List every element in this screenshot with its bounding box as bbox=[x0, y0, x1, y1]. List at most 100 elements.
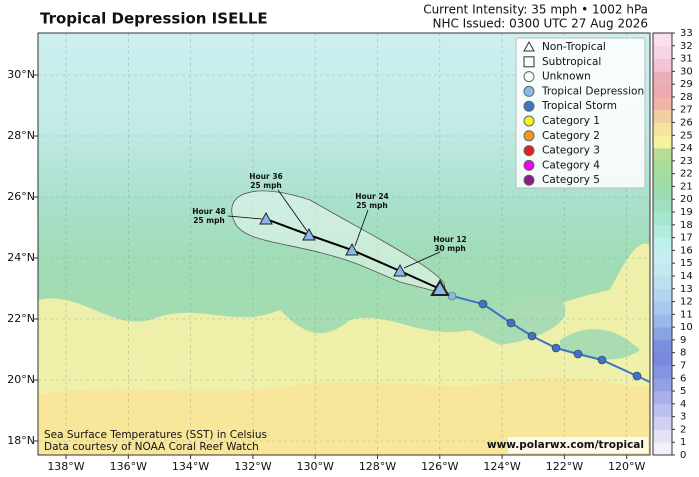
legend-icon bbox=[523, 56, 535, 68]
forecast-labels: Hour 12 30 mph Hour 24 25 mph Hour 36 25… bbox=[192, 172, 467, 253]
colorbar-swatch bbox=[653, 224, 672, 238]
legend-icon bbox=[523, 85, 535, 97]
colorbar-label: 20 bbox=[680, 194, 693, 205]
legend-label: Tropical Depression bbox=[541, 85, 644, 97]
legend-icon bbox=[523, 130, 535, 142]
forecast-wind: 25 mph bbox=[356, 201, 388, 210]
past-track bbox=[439, 288, 651, 383]
colorbar-swatch bbox=[653, 45, 672, 59]
colorbar-label: 33 bbox=[680, 28, 693, 39]
colorbar-label: 26 bbox=[680, 118, 693, 129]
colorbar-swatch bbox=[653, 275, 672, 290]
colorbar-label: 32 bbox=[680, 41, 693, 52]
colorbar-label: 15 bbox=[680, 258, 693, 269]
colorbar-swatch bbox=[653, 122, 672, 136]
colorbar-label: 3 bbox=[680, 412, 686, 423]
lat-label: 20°N bbox=[7, 373, 35, 386]
lon-label: 134°W bbox=[172, 460, 209, 473]
lon-label: 128°W bbox=[359, 460, 396, 473]
colorbar-label: 4 bbox=[680, 399, 686, 410]
lat-label: 30°N bbox=[7, 68, 35, 81]
legend-label: Category 1 bbox=[542, 115, 600, 127]
lat-label: 28°N bbox=[7, 129, 35, 142]
lon-label: 120°W bbox=[608, 460, 645, 473]
colorbar-swatch bbox=[653, 96, 672, 111]
legend-label: Non-Tropical bbox=[542, 41, 606, 53]
colorbar-label: 25 bbox=[680, 130, 693, 141]
lat-label: 18°N bbox=[7, 434, 35, 447]
title: Tropical Depression ISELLE bbox=[40, 10, 268, 28]
colorbar-label: 2 bbox=[680, 424, 686, 435]
colorbar-swatch bbox=[653, 378, 672, 392]
legend-label: Tropical Storm bbox=[541, 100, 617, 112]
colorbar-frame bbox=[652, 32, 673, 456]
forecast-leaders bbox=[227, 189, 441, 269]
credit-sst: Sea Surface Temperatures (SST) in Celsiu… bbox=[44, 429, 267, 441]
lat-label: 22°N bbox=[7, 312, 35, 325]
colorbar-label: 0 bbox=[680, 450, 686, 461]
colorbar-label: 17 bbox=[680, 233, 693, 244]
colorbar-swatch bbox=[653, 314, 672, 328]
colorbar-label: 18 bbox=[680, 220, 693, 231]
colorbar-label: 29 bbox=[680, 79, 693, 90]
colorbar-swatch bbox=[653, 160, 672, 174]
legend-label: Category 2 bbox=[542, 130, 600, 142]
colorbar-label: 28 bbox=[680, 92, 693, 103]
lon-label: 136°W bbox=[110, 460, 147, 473]
forecast-hour: Hour 24 bbox=[355, 192, 389, 201]
colorbar: 0123456789101112131415161718192021222324… bbox=[652, 28, 693, 461]
colorbar-label: 7 bbox=[680, 360, 686, 371]
colorbar-swatch bbox=[653, 403, 672, 417]
legend: Non-Tropical Subtropical Unknown Tropical D… bbox=[515, 37, 646, 189]
colorbar-swatch bbox=[653, 33, 672, 47]
colorbar-label: 21 bbox=[680, 181, 693, 192]
lat-label: 26°N bbox=[7, 190, 35, 203]
legend-icon bbox=[523, 174, 535, 186]
lon-label: 132°W bbox=[234, 460, 271, 473]
legend-icon bbox=[523, 71, 535, 83]
lon-label: 126°W bbox=[421, 460, 458, 473]
legend-label: Category 4 bbox=[542, 159, 600, 171]
colorbar-label: 1 bbox=[680, 437, 686, 448]
colorbar-swatch bbox=[653, 263, 672, 277]
colorbar-swatch bbox=[653, 442, 672, 456]
forecast-hour: Hour 36 bbox=[249, 172, 283, 181]
colorbar-label: 23 bbox=[680, 156, 693, 167]
website: www.polarwx.com/tropical bbox=[487, 439, 644, 451]
colorbar-swatch bbox=[653, 212, 672, 226]
colorbar-swatch bbox=[653, 250, 672, 264]
legend-label: Unknown bbox=[542, 71, 591, 83]
colorbar-swatch bbox=[653, 135, 672, 149]
forecast-hour: Hour 12 bbox=[433, 235, 467, 244]
forecast-points bbox=[259, 211, 450, 296]
colorbar-label: 19 bbox=[680, 207, 693, 218]
colorbar-swatch bbox=[653, 339, 672, 353]
colorbar-label: 14 bbox=[680, 271, 693, 282]
colorbar-swatch bbox=[653, 71, 672, 85]
lat-label: 24°N bbox=[7, 251, 35, 264]
colorbar-swatch bbox=[653, 84, 672, 98]
forecast-hour: Hour 48 bbox=[192, 207, 226, 216]
lon-label: 122°W bbox=[546, 460, 583, 473]
lon-label: 130°W bbox=[297, 460, 334, 473]
colorbar-label: 24 bbox=[680, 143, 693, 154]
colorbar-label: 10 bbox=[680, 322, 693, 333]
credit-source: Data courtesy of NOAA Coral Reef Watch bbox=[44, 441, 259, 453]
colorbar-swatch bbox=[653, 429, 672, 443]
forecast-wind: 30 mph bbox=[434, 244, 466, 253]
colorbar-swatch bbox=[653, 365, 672, 379]
colorbar-swatch bbox=[653, 288, 672, 302]
colorbar-swatch bbox=[653, 327, 672, 341]
forecast-wind: 25 mph bbox=[250, 181, 282, 190]
colorbar-label: 22 bbox=[680, 169, 693, 180]
colorbar-swatch bbox=[653, 199, 672, 213]
colorbar-label: 8 bbox=[680, 348, 686, 359]
colorbar-label: 6 bbox=[680, 373, 686, 384]
lon-label: 124°W bbox=[483, 460, 520, 473]
colorbar-swatch bbox=[653, 301, 672, 315]
legend-label: Subtropical bbox=[542, 56, 601, 68]
colorbar-swatch bbox=[653, 186, 672, 200]
legend-icon bbox=[523, 159, 535, 171]
colorbar-swatch bbox=[653, 352, 672, 366]
